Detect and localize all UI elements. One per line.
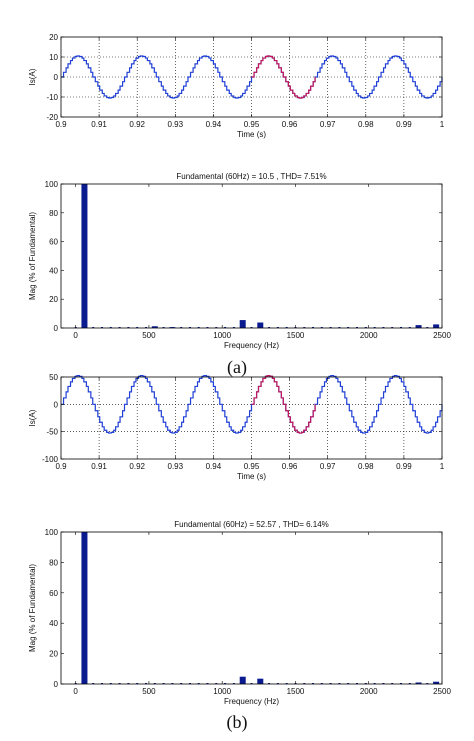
x-tick-label: 1000	[213, 687, 231, 696]
x-axis-label: Frequency (Hz)	[224, 341, 279, 350]
axes-frame	[60, 531, 443, 685]
y-tick-label: -20	[46, 113, 58, 122]
y-tick-label: 40	[49, 619, 58, 628]
x-tick-label: 2500	[433, 687, 451, 696]
x-tick-label: 0.9	[55, 462, 67, 471]
plot-area	[61, 377, 442, 459]
y-axis-label: Is(A)	[28, 68, 37, 85]
spectrum-bar	[239, 676, 246, 684]
x-tick-label: 0.96	[282, 120, 298, 129]
spectrum-bar	[81, 532, 88, 684]
caption-a: (a)	[227, 357, 247, 378]
x-tick-label: 2500	[433, 331, 451, 340]
x-tick-label: 1000	[213, 331, 231, 340]
x-axis-label: Frequency (Hz)	[224, 697, 279, 706]
x-tick-label: 0.92	[129, 462, 145, 471]
x-tick-label: 1	[440, 462, 445, 471]
x-tick-label: 0.94	[206, 120, 222, 129]
x-tick-label: 0.99	[396, 462, 412, 471]
y-tick-label: 100	[45, 180, 59, 189]
y-axis-label: Is(A)	[28, 409, 37, 426]
y-tick-label: 10	[49, 53, 58, 62]
panel-b-fft-spectrum: 0 500 1000 1500 2000 2500 0 20 40 60 80 100 Frequenc…	[28, 520, 451, 706]
x-tick-label: 500	[142, 331, 156, 340]
axes-frame	[60, 183, 443, 329]
x-tick-label: 0.95	[244, 120, 260, 129]
x-tick-label: 0.91	[91, 120, 107, 129]
x-tick-label: 0.99	[396, 120, 412, 129]
y-tick-label: 0	[54, 400, 59, 409]
x-tick-label: 0.93	[168, 462, 184, 471]
chart-title: Fundamental (60Hz) = 52.57 , THD= 6.14%	[174, 520, 329, 529]
y-tick-label: 60	[49, 589, 58, 598]
y-tick-label: -50	[46, 428, 58, 437]
y-tick-label: 0	[54, 73, 59, 82]
x-tick-label: 0.9	[55, 120, 67, 129]
panel-a-current-waveform: 0.9 0.91 0.92 0.93 0.94 0.95 0.96 0.97 0.98 0.99 1…	[28, 33, 445, 139]
spectrum-bar	[257, 678, 264, 684]
chart-title: Fundamental (60Hz) = 10.5 , THD= 7.51%	[176, 172, 326, 181]
y-tick-label: -10	[46, 93, 58, 102]
x-tick-label: 1	[440, 120, 445, 129]
x-tick-label: 1500	[287, 331, 305, 340]
y-tick-label: 80	[49, 209, 58, 218]
highlighted-cycle-line	[251, 55, 316, 99]
y-axis-label: Mag (% of Fundamental)	[28, 564, 37, 652]
y-tick-label: 50	[49, 373, 58, 382]
highlighted-cycle-line	[251, 375, 316, 434]
spectrum-bar	[81, 184, 88, 328]
x-tick-label: 0.96	[282, 462, 298, 471]
x-tick-label: 0	[73, 331, 78, 340]
plot-area	[61, 532, 442, 684]
x-tick-label: 0.92	[129, 120, 145, 129]
y-tick-label: 40	[49, 266, 58, 275]
x-tick-label: 1500	[287, 687, 305, 696]
x-tick-label: 2000	[360, 687, 378, 696]
spectrum-bar	[415, 325, 422, 328]
y-tick-label: 20	[49, 33, 58, 42]
panel-a-fft-spectrum: 0 500 1000 1500 2000 2500 0 20 40 60 80 100 Frequenc…	[28, 172, 451, 350]
plot-area	[61, 184, 442, 328]
spectrum-bar	[239, 320, 246, 328]
y-tick-label: 0	[54, 680, 59, 689]
x-tick-label: 2000	[360, 331, 378, 340]
x-tick-label: 0.97	[320, 120, 336, 129]
spectrum-bar	[433, 681, 440, 684]
x-tick-label: 0.95	[244, 462, 260, 471]
x-axis-label: Time (s)	[237, 472, 266, 481]
caption-b: (b)	[227, 712, 248, 733]
y-tick-label: 0	[54, 324, 59, 333]
y-tick-label: 100	[45, 528, 59, 537]
x-tick-label: 0.91	[91, 462, 107, 471]
x-tick-label: 0.94	[206, 462, 222, 471]
y-tick-label: 80	[49, 558, 58, 567]
x-tick-label: 0.98	[358, 462, 374, 471]
y-tick-label: 20	[49, 295, 58, 304]
spectrum-bar	[433, 324, 440, 328]
y-axis-label: Mag (% of Fundamental)	[28, 212, 37, 300]
spectrum-bar	[257, 322, 264, 328]
x-tick-label: 0	[73, 687, 78, 696]
y-tick-label: -100	[42, 455, 59, 464]
y-tick-label: 20	[49, 650, 58, 659]
x-tick-label: 500	[142, 687, 156, 696]
panel-b-current-waveform: 0.9 0.91 0.92 0.93 0.94 0.95 0.96 0.97 0.98 0.99 1…	[28, 373, 445, 481]
x-tick-label: 0.93	[168, 120, 184, 129]
y-tick-label: 60	[49, 238, 58, 247]
x-axis-label: Time (s)	[237, 130, 266, 139]
x-tick-label: 0.97	[320, 462, 336, 471]
x-tick-label: 0.98	[358, 120, 374, 129]
